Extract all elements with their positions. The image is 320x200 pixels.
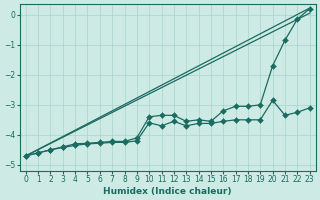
X-axis label: Humidex (Indice chaleur): Humidex (Indice chaleur)	[103, 187, 232, 196]
